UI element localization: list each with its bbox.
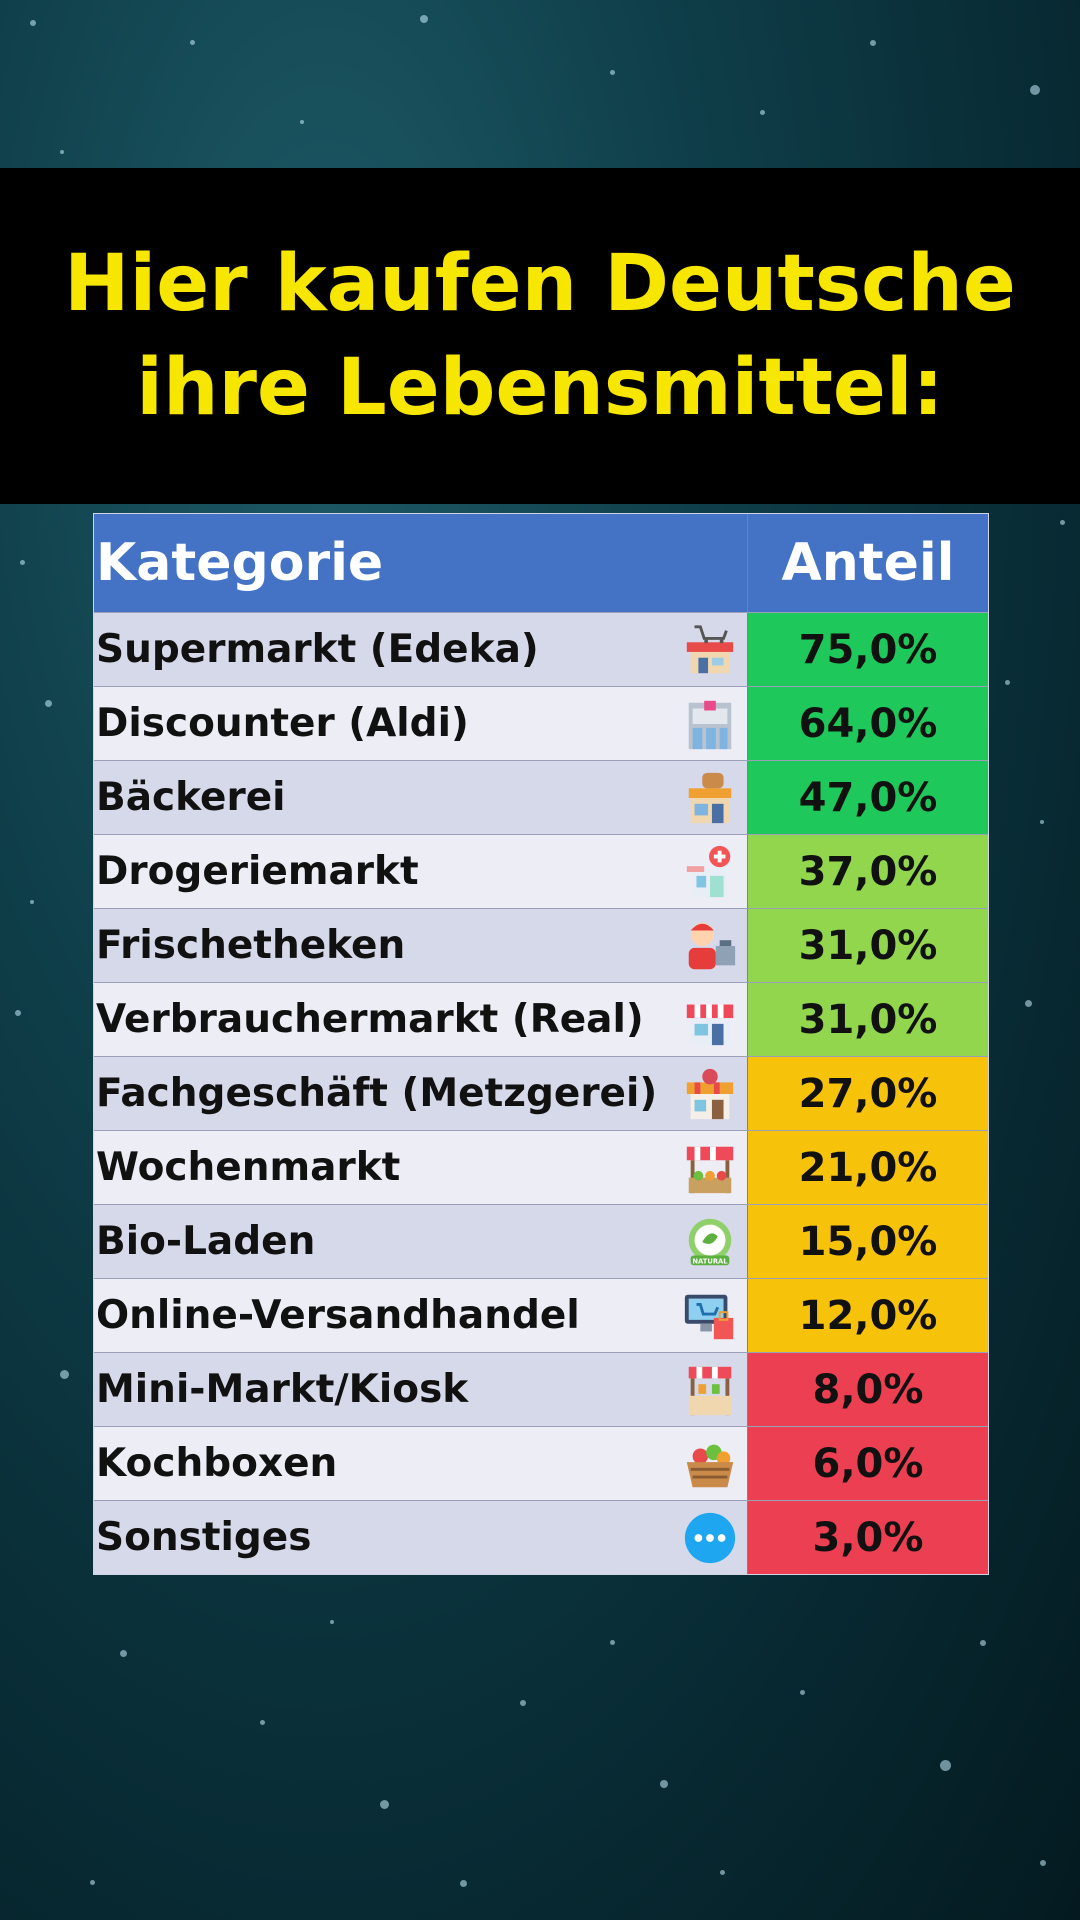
category-label: Fachgeschäft (Metzgerei) (96, 1071, 658, 1116)
food-basket-icon (681, 1435, 739, 1493)
category-cell: Fachgeschäft (Metzgerei) (94, 1057, 748, 1130)
store-building-icon (681, 695, 739, 753)
share-value: 47,0% (748, 761, 988, 834)
share-value: 12,0% (748, 1279, 988, 1352)
category-cell: Bäckerei (94, 761, 748, 834)
category-cell: Frischetheken (94, 909, 748, 982)
category-cell: Verbrauchermarkt (Real) (94, 983, 748, 1056)
natural-badge-icon: NATURAL (681, 1213, 739, 1271)
category-cell: Mini-Markt/Kiosk (94, 1353, 748, 1426)
category-label: Verbrauchermarkt (Real) (96, 997, 644, 1042)
category-label: Supermarkt (Edeka) (96, 627, 539, 672)
title-line-1: Hier kaufen Deutsche (64, 239, 1016, 329)
table-row: Bio-Laden NATURAL 15,0% (94, 1204, 988, 1278)
table-row: Discounter (Aldi) 64,0% (94, 686, 988, 760)
category-cell: Bio-Laden NATURAL (94, 1205, 748, 1278)
table-row: Frischetheken 31,0% (94, 908, 988, 982)
table-row: Mini-Markt/Kiosk 8,0% (94, 1352, 988, 1426)
share-value: 37,0% (748, 835, 988, 908)
share-value: 15,0% (748, 1205, 988, 1278)
category-label: Drogeriemarkt (96, 849, 419, 894)
butcher-shop-icon (681, 1065, 739, 1123)
cashier-icon (681, 917, 739, 975)
market-stall-icon (681, 1139, 739, 1197)
category-label: Discounter (Aldi) (96, 701, 469, 746)
share-value: 64,0% (748, 687, 988, 760)
title-line-2: ihre Lebensmittel: (136, 343, 944, 433)
header-anteil: Anteil (748, 514, 988, 612)
header-kategorie: Kategorie (94, 514, 748, 612)
category-label: Mini-Markt/Kiosk (96, 1367, 469, 1412)
share-value: 3,0% (748, 1501, 988, 1574)
title-banner: Hier kaufen Deutsche ihre Lebensmittel: (0, 168, 1080, 504)
share-value: 31,0% (748, 983, 988, 1056)
category-cell: Online-Versandhandel (94, 1279, 748, 1352)
table-row: Online-Versandhandel 12,0% (94, 1278, 988, 1352)
category-label: Online-Versandhandel (96, 1293, 580, 1338)
category-label: Frischetheken (96, 923, 406, 968)
category-label: Sonstiges (96, 1515, 312, 1560)
category-label: Wochenmarkt (96, 1145, 401, 1190)
category-cell: Discounter (Aldi) (94, 687, 748, 760)
shop-awning-icon (681, 991, 739, 1049)
online-shopping-icon (681, 1287, 739, 1345)
svg-text:NATURAL: NATURAL (692, 1257, 728, 1265)
share-value: 75,0% (748, 613, 988, 686)
table-row: Verbrauchermarkt (Real) 31,0% (94, 982, 988, 1056)
more-dots-icon (681, 1509, 739, 1567)
supermarket-cart-icon (681, 621, 739, 679)
table-row: Bäckerei 47,0% (94, 760, 988, 834)
category-cell: Sonstiges (94, 1501, 748, 1574)
table-row: Kochboxen 6,0% (94, 1426, 988, 1500)
category-label: Kochboxen (96, 1441, 338, 1486)
category-cell: Drogeriemarkt (94, 835, 748, 908)
share-value: 6,0% (748, 1427, 988, 1500)
table-row: Fachgeschäft (Metzgerei) 27,0% (94, 1056, 988, 1130)
table-row: Sonstiges 3,0% (94, 1500, 988, 1574)
share-value: 31,0% (748, 909, 988, 982)
share-value: 21,0% (748, 1131, 988, 1204)
table-row: Wochenmarkt 21,0% (94, 1130, 988, 1204)
table-row: Drogeriemarkt 37,0% (94, 834, 988, 908)
category-label: Bio-Laden (96, 1219, 316, 1264)
kiosk-icon (681, 1361, 739, 1419)
pharmacy-icon (681, 843, 739, 901)
category-cell: Kochboxen (94, 1427, 748, 1500)
category-cell: Wochenmarkt (94, 1131, 748, 1204)
table-header-row: Kategorie Anteil (94, 514, 988, 612)
category-cell: Supermarkt (Edeka) (94, 613, 748, 686)
share-table: Kategorie Anteil Supermarkt (Edeka) 75,0%… (93, 513, 989, 1575)
category-label: Bäckerei (96, 775, 286, 820)
bakery-icon (681, 769, 739, 827)
table-row: Supermarkt (Edeka) 75,0% (94, 612, 988, 686)
share-value: 8,0% (748, 1353, 988, 1426)
share-value: 27,0% (748, 1057, 988, 1130)
